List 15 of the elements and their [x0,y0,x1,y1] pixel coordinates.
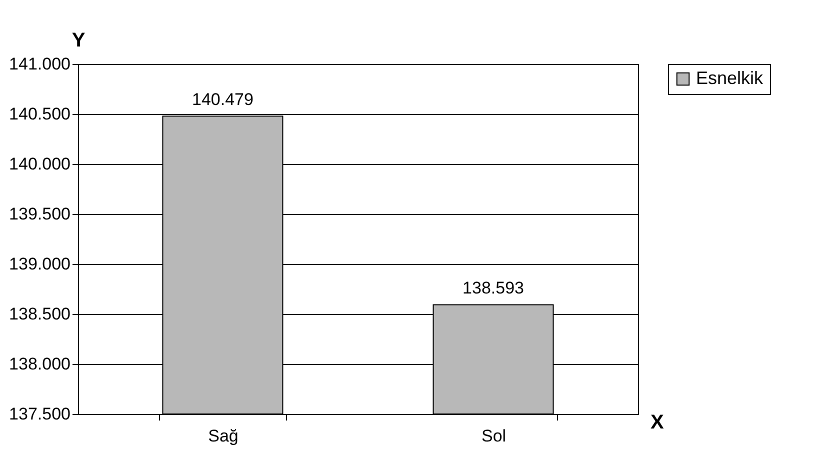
y-tick-label: 139.000 [9,254,70,274]
y-tick-label: 138.500 [9,304,70,324]
y-tick-label: 140.500 [9,104,70,124]
y-tick-label: 141.000 [9,54,70,74]
y-tick-label: 137.500 [9,404,70,424]
y-axis-title: Y [72,30,86,52]
legend-label: Esnelkik [696,68,764,88]
x-axis-title: X [650,412,664,434]
data-label: 138.593 [462,278,524,298]
x-tick-label: Sol [481,426,506,446]
y-tick-label: 140.000 [9,154,70,174]
y-tick-label: 138.000 [9,354,70,374]
y-tick-label: 139.500 [9,204,70,224]
data-label: 140.479 [192,90,254,110]
x-tick-label: Sağ [208,426,238,446]
